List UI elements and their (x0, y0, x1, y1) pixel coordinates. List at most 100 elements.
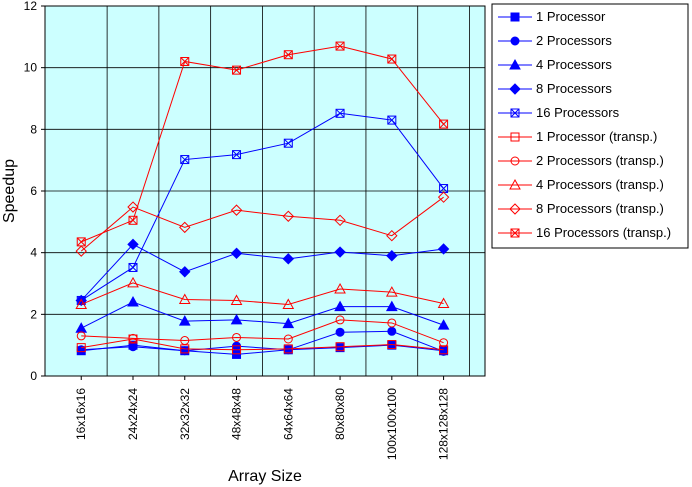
grid-lines (45, 5, 485, 377)
legend-marker (509, 58, 521, 70)
data-point (385, 286, 398, 297)
data-point (75, 298, 88, 309)
data-point (437, 297, 450, 309)
data-point (387, 54, 397, 64)
data-point (439, 345, 449, 355)
data-point (178, 293, 191, 305)
legend-marker (509, 178, 521, 190)
x-axis-title: Array Size (228, 468, 302, 485)
legend-label: 8 Processors (transp.) (536, 201, 664, 216)
data-point (283, 344, 293, 354)
series-layer (75, 41, 450, 359)
y-axis-ticks: 0 2 4 6 8 10 12 (24, 0, 45, 383)
legend-marker (509, 203, 521, 215)
data-point (437, 191, 450, 203)
legend-entry: 2 Processors (transp.) (498, 153, 664, 168)
data-point (387, 115, 397, 125)
data-point (386, 250, 398, 262)
plot-border (44, 5, 486, 377)
series-2 (75, 295, 450, 333)
data-point (385, 300, 398, 312)
data-point (76, 331, 86, 341)
x-axis-ticks: 16x16x16 24x24x24 32x32x32 48x48x48 64x64x64… (74, 376, 451, 460)
series-4 (76, 108, 449, 305)
data-point (282, 253, 295, 265)
data-point (178, 315, 191, 326)
data-point (128, 333, 138, 343)
data-point (127, 276, 139, 288)
data-point (282, 317, 295, 329)
data-point (232, 345, 242, 355)
legend-box (491, 3, 689, 249)
data-point (180, 155, 190, 165)
data-point (335, 108, 345, 118)
x-tick-label: 64x64x64 (281, 388, 295, 440)
legend-label: 16 Processors (536, 105, 620, 120)
data-point (335, 41, 345, 51)
data-point (232, 332, 242, 342)
series-9 (76, 41, 449, 247)
series-6 (76, 315, 449, 348)
legend-entry: 1 Processor (498, 9, 606, 24)
data-point (232, 349, 242, 359)
series-7 (75, 276, 450, 309)
data-point (387, 340, 397, 350)
legend-marker (510, 108, 520, 118)
legend-label: 2 Processors (536, 33, 612, 48)
data-point (127, 238, 139, 251)
data-point (334, 283, 346, 294)
data-point (76, 343, 86, 353)
data-point (387, 318, 397, 328)
data-point (179, 266, 191, 278)
series-line (81, 330, 444, 352)
legend-entry: 1 Processor (transp.) (498, 129, 657, 144)
legend-label: 4 Processors (536, 57, 612, 72)
data-point (335, 342, 345, 352)
legend: 1 Processor 2 Processors 4 Processors 8 Pro… (491, 3, 689, 249)
x-tick-label: 32x32x32 (178, 388, 192, 440)
x-tick-label: 48x48x48 (230, 388, 244, 440)
x-tick-label: 100x100x100 (385, 388, 399, 460)
legend-label: 8 Processors (536, 81, 612, 96)
legend-entry: 4 Processors (transp.) (498, 177, 664, 192)
series-line (80, 196, 444, 252)
y-tick-label: 12 (24, 0, 38, 13)
data-point (128, 262, 138, 272)
data-point (387, 326, 397, 336)
data-point (335, 327, 345, 337)
data-point (334, 214, 346, 226)
legend-entry: 16 Processors (498, 105, 620, 120)
legend-entry: 16 Processors (transp.) (498, 225, 671, 240)
data-point (230, 294, 243, 305)
data-point (76, 237, 86, 247)
legend-entry: 2 Processors (498, 33, 612, 48)
x-tick-label: 24x24x24 (126, 388, 140, 440)
series-line (81, 301, 444, 329)
series-8 (75, 191, 450, 257)
legend-marker (510, 156, 520, 166)
legend-entry: 4 Processors (498, 57, 612, 72)
y-tick-label: 0 (30, 369, 37, 383)
data-point (179, 221, 191, 234)
data-point (180, 336, 190, 346)
data-point (75, 245, 87, 257)
y-tick-label: 2 (30, 307, 37, 321)
data-point (437, 243, 450, 255)
legend-marker (509, 83, 521, 95)
data-point (283, 138, 293, 148)
data-point (128, 215, 138, 225)
legend-label: 4 Processors (transp.) (536, 177, 664, 192)
series-line (81, 344, 444, 355)
data-point (232, 65, 242, 75)
series-line (81, 45, 444, 243)
data-point (127, 295, 139, 307)
y-tick-label: 6 (30, 184, 37, 198)
x-tick-label: 128x128x128 (437, 388, 451, 460)
legend-entry: 8 Processors (transp.) (498, 201, 664, 216)
data-point (386, 230, 398, 242)
data-point (230, 204, 243, 216)
data-point (439, 338, 449, 348)
y-tick-label: 4 (30, 246, 37, 260)
series-line (81, 338, 444, 351)
